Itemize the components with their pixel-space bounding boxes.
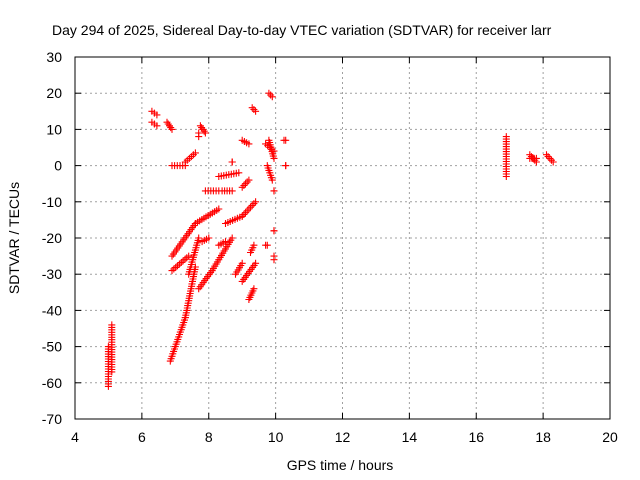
y-tick-label: 0 [54, 158, 62, 174]
y-tick-label: 30 [46, 49, 62, 65]
data-point [252, 259, 260, 267]
data-point [168, 267, 176, 275]
data-point [228, 187, 236, 195]
data-point [240, 182, 248, 189]
data-point [252, 198, 260, 206]
data-point [270, 187, 278, 195]
data-point [245, 176, 253, 184]
data-point [282, 162, 290, 170]
plot-frame [74, 56, 611, 420]
x-tick-label: 8 [205, 429, 213, 445]
data-point [252, 107, 260, 115]
y-tick-label: -70 [42, 411, 62, 427]
data-point [191, 149, 199, 157]
data-point [248, 201, 256, 209]
y-tick-label: -40 [42, 302, 62, 318]
data-point [250, 200, 258, 208]
data-point [270, 227, 278, 235]
data-point [153, 122, 161, 130]
x-tick-label: 6 [138, 429, 146, 445]
data-point [263, 241, 271, 249]
data-point [268, 176, 276, 184]
data-point [532, 154, 540, 162]
data-points [104, 89, 557, 390]
x-tick-label: 18 [535, 429, 551, 445]
x-tick-label: 4 [71, 429, 79, 445]
y-tick-label: 10 [46, 121, 62, 137]
data-point [195, 234, 203, 242]
data-point [238, 183, 246, 191]
x-tick-label: 12 [335, 429, 351, 445]
data-point [546, 154, 554, 162]
data-point [195, 133, 203, 141]
data-point [250, 285, 258, 293]
x-axis-ticks: 4 6 8 10 12 14 16 18 20 [71, 57, 618, 445]
y-axis-ticks: -70 -60 -50 -40 -30 -20 -10 0 10 20 30 [42, 49, 610, 427]
data-point [245, 140, 253, 148]
y-tick-label: -50 [42, 339, 62, 355]
data-point [268, 93, 276, 101]
data-point [248, 104, 256, 112]
data-point [228, 158, 236, 166]
data-point [270, 154, 278, 162]
data-point [250, 241, 258, 249]
data-point [242, 180, 249, 188]
data-point [265, 89, 273, 97]
data-point [243, 178, 251, 186]
data-point [168, 125, 176, 133]
y-tick-label: -10 [42, 194, 62, 210]
data-point [549, 158, 557, 166]
data-point [270, 147, 278, 155]
data-point [222, 238, 229, 246]
data-point [267, 91, 275, 99]
data-point [108, 321, 116, 329]
data-point [250, 106, 258, 113]
y-tick-label: -20 [42, 230, 62, 246]
data-point [201, 129, 209, 137]
data-point [282, 136, 290, 144]
data-point [235, 169, 243, 177]
data-point [245, 205, 253, 213]
data-point [247, 203, 254, 211]
y-tick-label: -60 [42, 375, 62, 391]
y-axis-label: SDTVAR / TECUs [6, 182, 22, 294]
x-tick-label: 10 [268, 429, 284, 445]
data-point [185, 252, 193, 260]
x-tick-label: 14 [402, 429, 418, 445]
data-point [153, 111, 161, 119]
data-point [238, 259, 246, 267]
y-tick-label: -30 [42, 266, 62, 282]
y-tick-label: 20 [46, 85, 62, 101]
data-point [228, 234, 236, 242]
data-point [502, 133, 510, 141]
data-point [215, 205, 223, 213]
x-tick-label: 16 [468, 429, 484, 445]
data-point [548, 156, 555, 164]
x-tick-label: 20 [602, 429, 618, 445]
x-axis-label: GPS time / hours [287, 457, 394, 473]
data-point [205, 234, 213, 242]
chart-title: Day 294 of 2025, Sidereal Day-to-day VTE… [52, 22, 552, 38]
data-point [270, 256, 278, 264]
